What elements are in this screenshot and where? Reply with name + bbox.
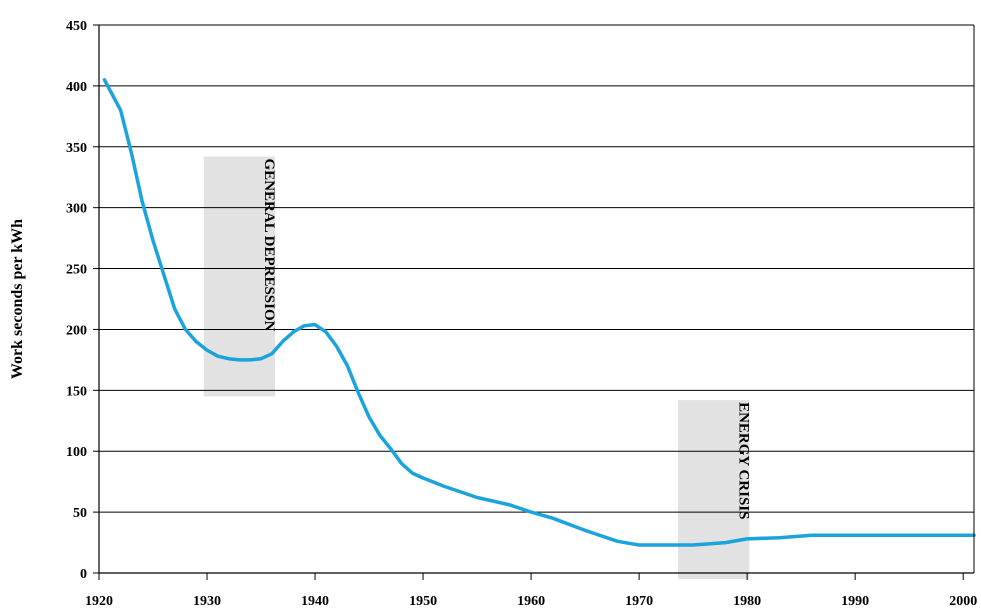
x-tick-label: 1980 bbox=[733, 594, 761, 609]
axes bbox=[93, 24, 975, 580]
x-tick-label: 1950 bbox=[409, 594, 437, 609]
y-tick-label: 0 bbox=[80, 567, 87, 582]
y-axis-label: Work seconds per kWh bbox=[9, 219, 26, 379]
y-tick-label: 250 bbox=[66, 263, 87, 278]
y-tick-label: 150 bbox=[66, 384, 87, 399]
annotation-labels: GENERAL DEPRESSION ENERGY CRISIS bbox=[261, 159, 751, 520]
annotation-band bbox=[678, 400, 750, 580]
y-tick-label: 50 bbox=[73, 506, 87, 521]
x-tick-label: 1940 bbox=[301, 594, 329, 609]
x-tick-label: 1920 bbox=[85, 594, 113, 609]
x-tick-label: 1970 bbox=[625, 594, 653, 609]
series-lines bbox=[102, 78, 976, 547]
x-tick-labels: 1920 1930 1940 1950 1960 1970 1980 1990 2000 bbox=[85, 594, 977, 609]
annotation-bands bbox=[203, 156, 750, 580]
x-tick-label: 2000 bbox=[949, 594, 977, 609]
annotation-label: GENERAL DEPRESSION bbox=[261, 159, 277, 332]
y-tick-labels: 0 50 100 150 200 250 300 350 400 450 bbox=[66, 19, 87, 582]
annotation-label: ENERGY CRISIS bbox=[735, 402, 751, 519]
y-tick-label: 400 bbox=[66, 80, 87, 95]
x-tick-label: 1930 bbox=[193, 594, 221, 609]
y-tick-label: 350 bbox=[66, 141, 87, 156]
y-tick-label: 200 bbox=[66, 323, 87, 338]
gridlines bbox=[99, 24, 974, 513]
series-line bbox=[102, 78, 976, 547]
x-tick-label: 1960 bbox=[517, 594, 545, 609]
y-tick-label: 100 bbox=[66, 445, 87, 460]
y-tick-label: 450 bbox=[66, 19, 87, 34]
x-tick-label: 1990 bbox=[841, 594, 869, 609]
y-tick-label: 300 bbox=[66, 202, 87, 217]
